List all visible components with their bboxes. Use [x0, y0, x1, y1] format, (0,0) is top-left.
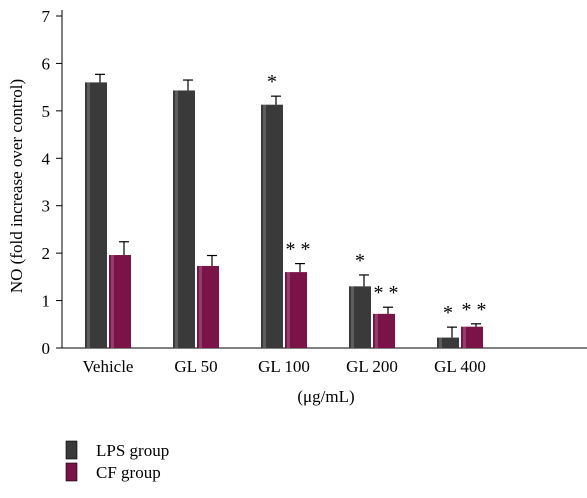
y-tick-label: 4	[42, 149, 51, 168]
significance-marker: *	[355, 250, 365, 272]
bar-highlight	[463, 327, 466, 348]
bar-highlight	[175, 90, 178, 348]
x-tick-label: GL 400	[434, 357, 486, 376]
x-tick-label: GL 200	[346, 357, 398, 376]
y-tick-label: 5	[42, 102, 51, 121]
y-axis-title: NO (fold increase over control)	[7, 79, 26, 293]
x-tick-label: GL 100	[258, 357, 310, 376]
bar-highlight	[111, 255, 114, 348]
x-tick-label: GL 50	[174, 357, 217, 376]
significance-marker: * *	[462, 299, 487, 321]
legend-swatch-lps	[66, 441, 77, 459]
bar-highlight	[439, 338, 442, 348]
y-tick-label: 7	[42, 7, 51, 26]
y-tick-label: 6	[42, 54, 51, 73]
bars: * * * * * * * * *	[85, 71, 487, 348]
labels: NO (fold increase over control) (μg/mL) …	[7, 79, 486, 406]
y-tick-label: 2	[42, 244, 51, 263]
bar-highlight	[263, 105, 266, 348]
significance-marker: *	[267, 71, 277, 93]
y-tick-label: 0	[42, 339, 51, 358]
legend-swatch-cf	[66, 463, 77, 481]
y-tick-label: 1	[42, 292, 51, 311]
x-axis-title: (μg/mL)	[297, 387, 354, 406]
legend: LPS group CF group	[66, 441, 169, 482]
bar-highlight	[375, 314, 378, 348]
legend-label-cf: CF group	[96, 463, 161, 482]
significance-marker: *	[443, 302, 453, 324]
bar-highlight	[199, 266, 202, 348]
significance-marker: * *	[374, 282, 399, 304]
legend-label-lps: LPS group	[96, 441, 169, 460]
significance-marker: * *	[286, 239, 311, 261]
bar-highlight	[351, 286, 354, 348]
bar-highlight	[287, 272, 290, 348]
x-tick-label: Vehicle	[83, 357, 134, 376]
y-tick-label: 3	[42, 197, 51, 216]
bar-highlight	[87, 82, 90, 348]
